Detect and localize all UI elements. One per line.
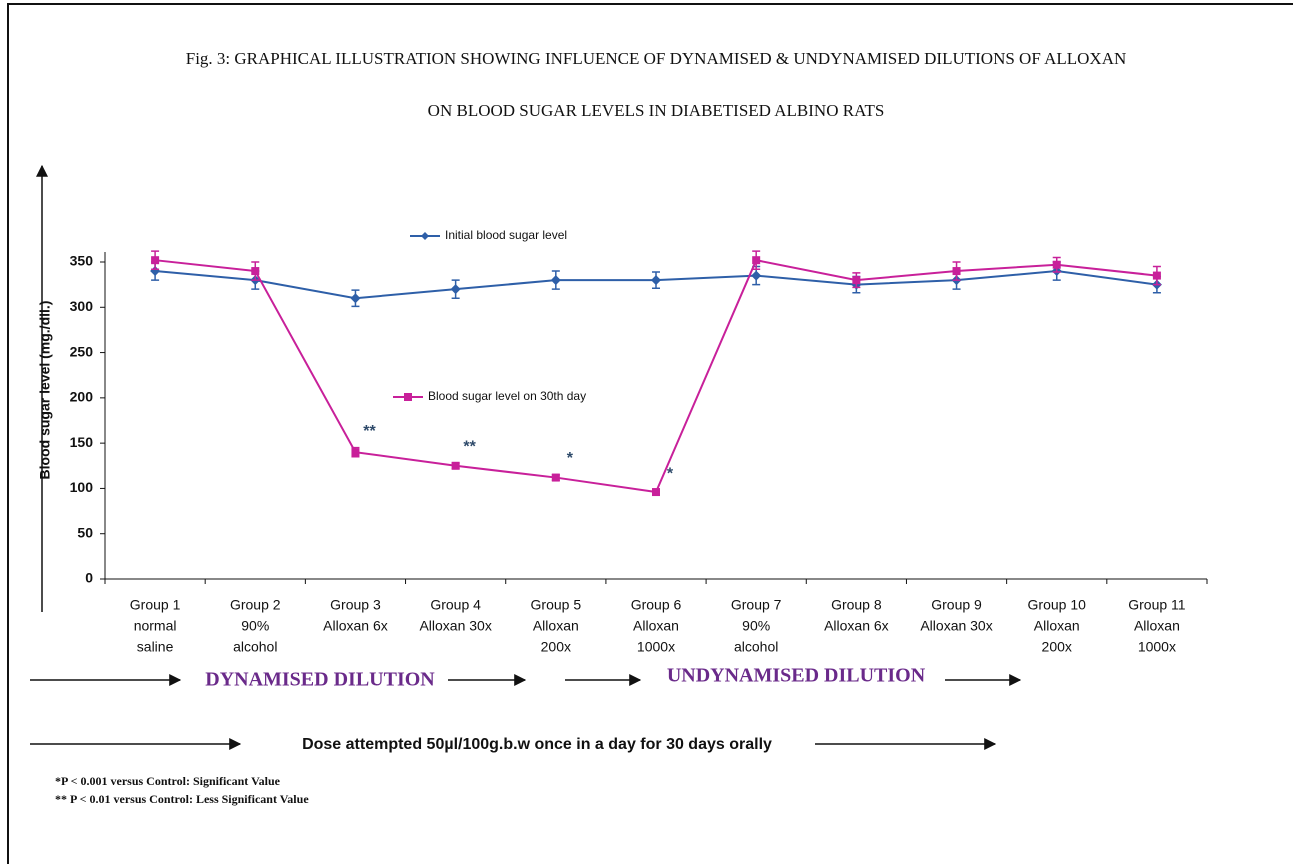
marker — [1052, 260, 1061, 269]
y-axis-label: Blood sugar level (mg./dll.) — [37, 301, 53, 480]
footnote: *P < 0.001 versus Control: Significant V… — [55, 774, 281, 788]
x-tick-label: Group 6 — [631, 597, 682, 613]
x-tick-label: alcohol — [734, 639, 778, 655]
series-line — [154, 259, 1158, 494]
chart-title: Fig. 3: GRAPHICAL ILLUSTRATION SHOWING I… — [186, 49, 1127, 68]
y-tick-label: 100 — [70, 479, 94, 495]
dose-note: Dose attempted 50µl/100g.b.w once in a d… — [302, 736, 772, 753]
x-tick-label: Alloxan 30x — [920, 618, 992, 634]
x-tick-label: Group 10 — [1028, 597, 1087, 613]
marker — [652, 488, 660, 497]
x-tick-label: 90% — [742, 618, 770, 634]
significance-label: ** — [363, 423, 376, 440]
y-tick-label: 150 — [70, 434, 94, 450]
group-label: DYNAMISED DILUTION — [205, 669, 435, 691]
marker — [751, 270, 762, 281]
x-tick-label: 200x — [1042, 639, 1072, 655]
x-tick-label: saline — [137, 639, 174, 655]
x-tick-label: Alloxan — [1134, 618, 1180, 634]
x-tick-label: Group 4 — [430, 597, 481, 613]
x-tick-label: Group 11 — [1128, 597, 1186, 613]
x-tick-label: 200x — [541, 639, 571, 655]
significance-label: * — [567, 450, 574, 467]
x-tick-label: alcohol — [233, 639, 277, 655]
marker — [651, 275, 661, 286]
marker — [450, 284, 461, 295]
y-tick-label: 250 — [70, 343, 94, 359]
marker — [1152, 271, 1161, 280]
marker — [551, 473, 560, 482]
x-tick-label: Group 3 — [330, 597, 381, 613]
marker — [351, 448, 360, 457]
marker — [350, 293, 361, 304]
marker — [852, 276, 861, 285]
y-tick-label: 300 — [70, 298, 94, 314]
legend-marker — [421, 232, 429, 240]
y-tick-label: 0 — [85, 570, 93, 586]
y-tick-label: 350 — [70, 253, 94, 269]
frame — [7, 3, 1293, 864]
legend-label: Initial blood sugar level — [445, 228, 567, 242]
x-tick-label: Group 2 — [230, 597, 281, 613]
x-tick-label: Alloxan — [1034, 618, 1080, 634]
x-tick-label: Group 8 — [831, 597, 882, 613]
legend-marker — [404, 393, 412, 401]
marker — [151, 256, 160, 265]
legend-label: Blood sugar level on 30th day — [428, 389, 586, 403]
x-tick-label: normal — [134, 618, 177, 634]
group-label: UNDYNAMISED DILUTION — [667, 665, 926, 687]
chart-title: ON BLOOD SUGAR LEVELS IN DIABETISED ALBI… — [428, 101, 885, 120]
marker — [451, 461, 460, 470]
significance-label: * — [667, 465, 674, 482]
marker — [952, 267, 961, 276]
x-tick-label: 1000x — [1138, 639, 1176, 655]
marker — [752, 256, 761, 265]
x-tick-label: Alloxan — [633, 618, 679, 634]
x-tick-label: Alloxan — [533, 618, 579, 634]
x-tick-label: Group 9 — [931, 597, 982, 613]
x-tick-label: Alloxan 30x — [419, 618, 491, 634]
marker — [550, 275, 561, 286]
y-tick-label: 200 — [70, 389, 94, 405]
x-tick-label: 1000x — [637, 639, 675, 655]
marker — [251, 267, 260, 276]
footnote: ** P < 0.01 versus Control: Less Signifi… — [55, 792, 309, 806]
x-tick-label: 90% — [241, 618, 269, 634]
x-tick-label: Group 1 — [130, 597, 181, 613]
x-tick-label: Group 7 — [731, 597, 782, 613]
y-tick-label: 50 — [77, 524, 93, 540]
x-tick-label: Alloxan 6x — [323, 618, 388, 634]
x-tick-label: Group 5 — [531, 597, 582, 613]
significance-label: ** — [463, 438, 476, 455]
x-tick-label: Alloxan 6x — [824, 618, 889, 634]
